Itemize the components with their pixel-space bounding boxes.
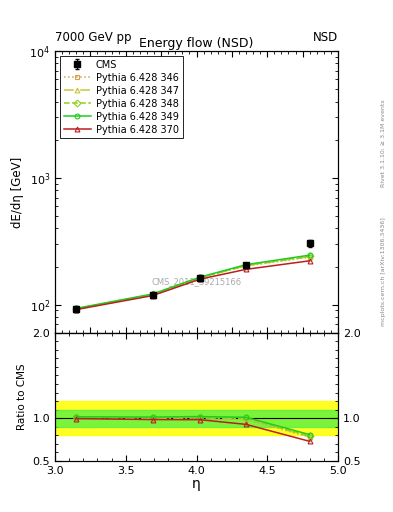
Pythia 6.428 346	[150, 292, 155, 298]
Pythia 6.428 349	[198, 274, 202, 280]
Pythia 6.428 349	[74, 305, 79, 311]
Y-axis label: dE/dη [GeV]: dE/dη [GeV]	[11, 156, 24, 228]
Pythia 6.428 346	[198, 275, 202, 281]
Pythia 6.428 346	[244, 263, 248, 269]
Pythia 6.428 348	[74, 306, 79, 312]
Pythia 6.428 349	[307, 252, 312, 258]
Line: Pythia 6.428 370: Pythia 6.428 370	[74, 259, 312, 312]
Text: 7000 GeV pp: 7000 GeV pp	[55, 31, 132, 44]
Pythia 6.428 348	[307, 253, 312, 260]
Pythia 6.428 348	[198, 274, 202, 281]
Line: Pythia 6.428 347: Pythia 6.428 347	[74, 254, 312, 311]
Line: Pythia 6.428 349: Pythia 6.428 349	[74, 253, 312, 311]
Pythia 6.428 370	[307, 258, 312, 264]
Pythia 6.428 347	[150, 292, 155, 298]
Pythia 6.428 349	[244, 262, 248, 268]
Pythia 6.428 370	[244, 266, 248, 272]
Line: Pythia 6.428 346: Pythia 6.428 346	[74, 255, 312, 312]
Text: mcplots.cern.ch [arXiv:1306.3436]: mcplots.cern.ch [arXiv:1306.3436]	[381, 217, 386, 326]
Pythia 6.428 347	[198, 275, 202, 281]
Y-axis label: Ratio to CMS: Ratio to CMS	[17, 364, 27, 430]
Text: Rivet 3.1.10; ≥ 3.1M events: Rivet 3.1.10; ≥ 3.1M events	[381, 99, 386, 187]
Pythia 6.428 347	[244, 263, 248, 269]
Pythia 6.428 346	[307, 254, 312, 260]
Pythia 6.428 346	[74, 306, 79, 312]
Pythia 6.428 348	[150, 291, 155, 297]
Pythia 6.428 348	[244, 262, 248, 268]
Pythia 6.428 370	[198, 276, 202, 282]
Text: CMS_2011_S9215166: CMS_2011_S9215166	[151, 278, 242, 287]
Pythia 6.428 370	[74, 307, 79, 313]
X-axis label: η: η	[192, 477, 201, 491]
Line: Pythia 6.428 348: Pythia 6.428 348	[74, 254, 312, 311]
Legend: CMS, Pythia 6.428 346, Pythia 6.428 347, Pythia 6.428 348, Pythia 6.428 349, Pyt: CMS, Pythia 6.428 346, Pythia 6.428 347,…	[60, 56, 183, 138]
Text: NSD: NSD	[313, 31, 338, 44]
Title: Energy flow (NSD): Energy flow (NSD)	[139, 37, 254, 50]
Pythia 6.428 347	[74, 306, 79, 312]
Pythia 6.428 370	[150, 292, 155, 298]
Pythia 6.428 349	[150, 291, 155, 297]
Pythia 6.428 347	[307, 253, 312, 260]
